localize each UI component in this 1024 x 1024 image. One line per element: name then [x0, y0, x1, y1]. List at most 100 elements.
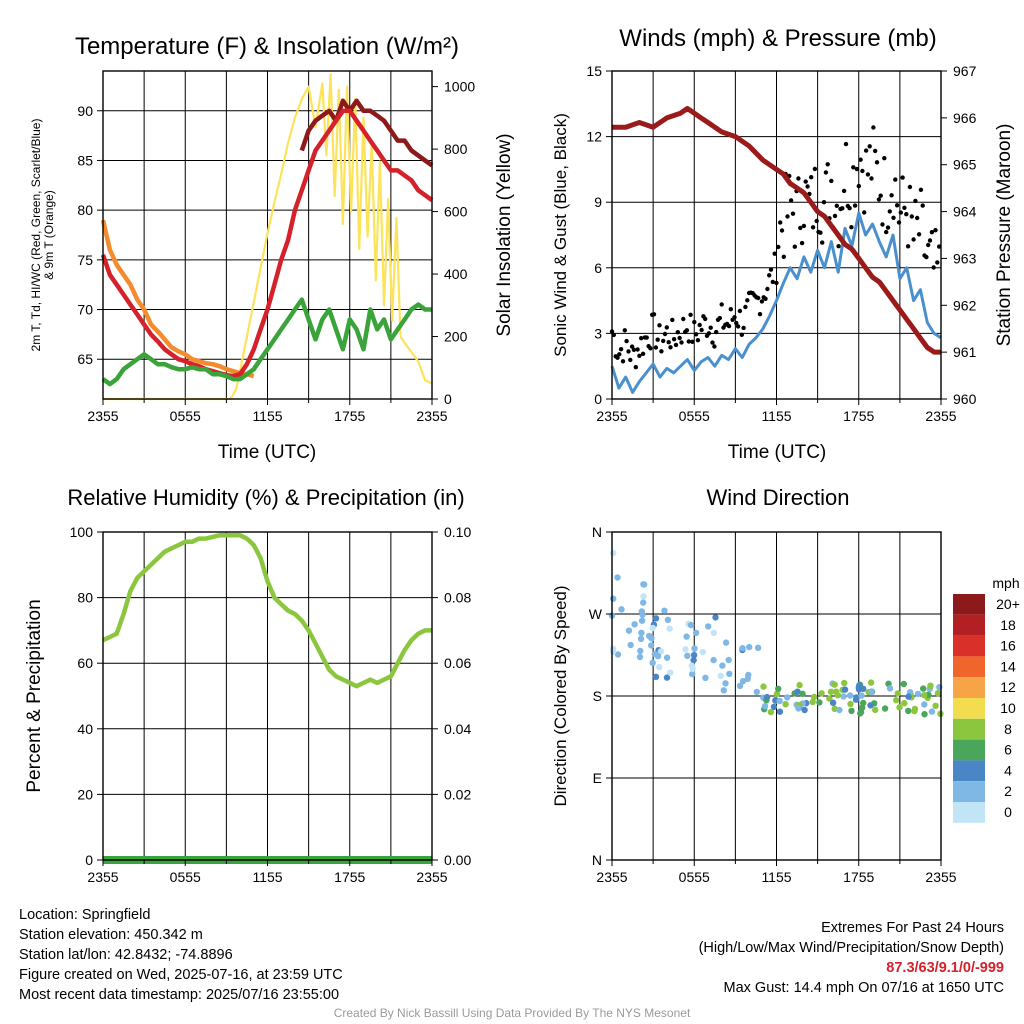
station-elevation: Station elevation: 450.342 m [19, 927, 203, 943]
legend-label: 14 [1000, 658, 1016, 674]
direction-point [896, 704, 903, 711]
y2-axis-label: Station Pressure (Maroon) [994, 124, 1015, 347]
legend-swatch [953, 739, 985, 761]
y-axis-label: 2m T, Td, HI/WC (Red, Green, Scarlet/Blu… [29, 119, 43, 352]
gust-point [803, 179, 808, 184]
direction-point [834, 692, 842, 699]
gust-point [863, 148, 869, 153]
speed-legend: mph 20+ 18 16 14 12 10 8 6 4 2 0 [953, 575, 1020, 823]
direction-point [640, 593, 647, 600]
gust-point [865, 172, 871, 177]
gust-point [677, 335, 682, 341]
direction-point [689, 670, 696, 678]
direction-point [649, 659, 656, 666]
direction-point [784, 694, 791, 701]
direction-point [656, 663, 663, 671]
direction-point [652, 615, 660, 622]
gust-point [671, 337, 677, 342]
direction-point [702, 674, 709, 681]
gust-point [699, 327, 704, 333]
y-tick-label: 70 [77, 302, 93, 318]
gust-point [851, 165, 856, 170]
gust-point [885, 225, 891, 230]
y-tick-label: 3 [594, 325, 602, 341]
gust-point [620, 359, 626, 364]
gust-point [670, 317, 675, 323]
gust-point [626, 349, 631, 354]
direction-point [853, 694, 860, 701]
gust-point [809, 175, 814, 180]
direction-point [841, 679, 848, 687]
gust-point [841, 188, 847, 194]
y2-tick-label: 962 [953, 297, 977, 313]
direction-point [649, 624, 656, 632]
gust-point [765, 286, 770, 292]
gust-point [640, 351, 646, 356]
legend-label: 20+ [996, 596, 1020, 612]
gust-point [792, 244, 797, 249]
gust-point [768, 267, 774, 272]
direction-point [827, 688, 835, 695]
gust-point [896, 220, 902, 225]
direction-point [746, 643, 753, 651]
direction-point [627, 641, 634, 649]
x-tick-label: 0555 [679, 408, 710, 424]
direction-point [638, 629, 645, 636]
gust-point [933, 228, 938, 233]
gust-point [900, 175, 905, 180]
footer-credit: Created By Nick Bassill Using Data Provi… [333, 1006, 691, 1020]
gust-point [820, 240, 825, 245]
gust-point [843, 141, 849, 147]
extremes-subtitle: (High/Low/Max Wind/Precipitation/Snow De… [698, 940, 1004, 956]
station-location: Location: Springfield [19, 907, 151, 923]
gust-point [785, 214, 790, 219]
gust-point [756, 295, 761, 301]
direction-point [638, 617, 646, 624]
gust-point [739, 332, 744, 337]
direction-point [860, 699, 867, 707]
direction-point [848, 707, 855, 715]
gust-point [918, 187, 924, 192]
direction-point [640, 599, 647, 606]
direction-point [639, 611, 646, 618]
legend-swatch [953, 781, 985, 802]
direction-point [618, 606, 625, 613]
direction-point [840, 693, 847, 700]
x-tick-label: 1755 [334, 408, 365, 424]
legend-swatch [953, 635, 985, 657]
gust-point [913, 198, 918, 204]
direction-point [770, 703, 778, 711]
gust-point [688, 312, 693, 317]
gust-point [893, 177, 898, 182]
gust-point [799, 240, 805, 246]
extremes-values: 87.3/63/9.1/0/-999 [886, 960, 1004, 976]
legend-label: 0 [1004, 804, 1012, 820]
gust-point [648, 346, 653, 351]
gust-point [911, 237, 916, 242]
direction-point [636, 653, 644, 661]
gust-point [631, 347, 637, 352]
y2-tick-label: 964 [953, 204, 977, 220]
gust-point [714, 329, 719, 335]
y-tick-label: S [593, 688, 602, 704]
gust-point [904, 212, 909, 217]
gust-point [836, 244, 841, 249]
gust-point [653, 345, 659, 350]
direction-point [637, 647, 644, 655]
gust-point [644, 335, 649, 340]
gust-point [633, 365, 638, 370]
max-gust: Max Gust: 14.4 mph On 07/16 at 1650 UTC [723, 980, 1004, 996]
gust-point [706, 331, 712, 336]
gust-point [767, 273, 772, 278]
direction-point [826, 695, 833, 702]
gust-point [615, 355, 620, 360]
direction-point [609, 645, 617, 652]
direction-point [631, 621, 638, 628]
direction-point [614, 651, 622, 658]
gust-point [679, 340, 684, 345]
gust-point [737, 308, 743, 314]
chart-wind: Winds (mph) & Pressure (mb) 0 3 6 9 12 15 960 96… [551, 25, 1015, 463]
direction-point [911, 705, 919, 713]
legend-title: mph [992, 575, 1019, 591]
series-line [102, 533, 432, 689]
